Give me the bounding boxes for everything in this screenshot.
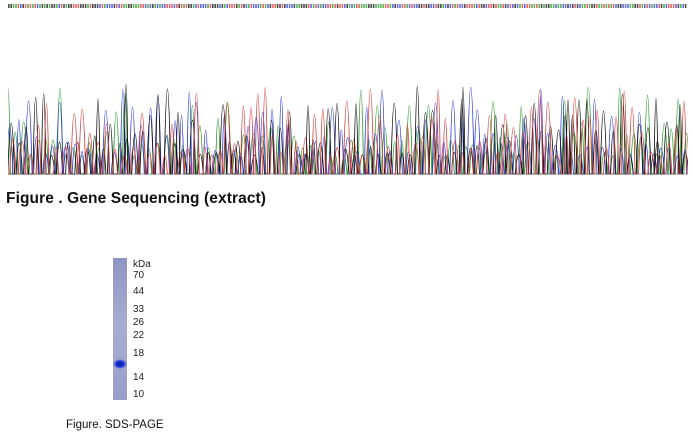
sequencing-chromatogram — [8, 4, 688, 175]
gel-lane-background — [113, 258, 127, 400]
kda-unit-label: kDa — [133, 259, 151, 270]
mw-marker-26: 26 — [133, 317, 145, 328]
tall-peak — [123, 83, 129, 175]
tall-peak — [460, 86, 466, 175]
tall-peak — [175, 111, 181, 175]
tall-peak — [95, 98, 101, 175]
trace-c — [8, 86, 688, 175]
mw-marker-10: 10 — [133, 389, 145, 400]
base-call-strip — [8, 4, 687, 8]
tall-peak — [353, 103, 359, 175]
tall-peak — [677, 104, 683, 175]
sds-page-caption: Figure. SDS-PAGE — [66, 419, 164, 431]
trace-a — [8, 87, 688, 175]
gene-sequencing-caption: Figure . Gene Sequencing (extract) — [6, 190, 267, 207]
protein-band — [113, 359, 127, 369]
mw-marker-14: 14 — [133, 372, 145, 383]
tall-peak — [305, 105, 311, 175]
mw-marker-70: 70 — [133, 270, 145, 281]
mw-marker-18: 18 — [133, 348, 145, 359]
tall-peak — [653, 98, 659, 175]
mw-marker-33: 33 — [133, 304, 145, 315]
tall-peak — [565, 99, 571, 175]
sds-page-gel-lane — [113, 258, 127, 400]
mw-marker-44: 44 — [133, 286, 145, 297]
mw-marker-22: 22 — [133, 330, 145, 341]
